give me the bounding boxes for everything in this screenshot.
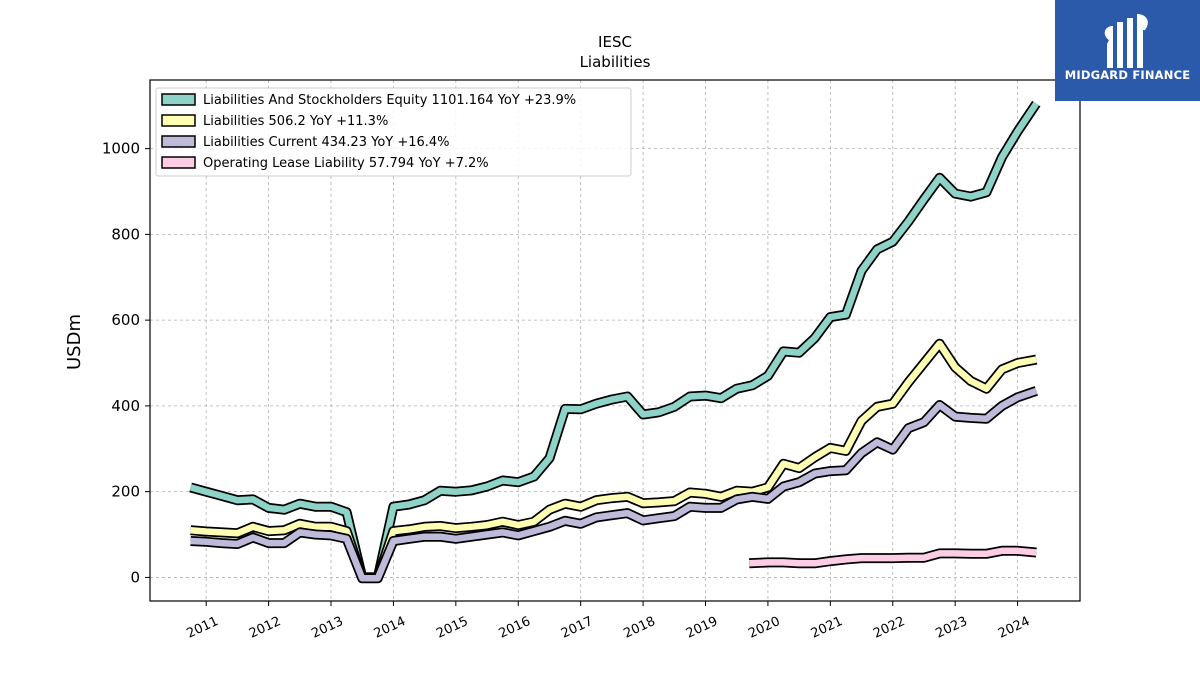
x-tick-label: 2012 xyxy=(247,614,283,642)
legend-box xyxy=(155,87,632,177)
x-tick-label: 2017 xyxy=(559,614,595,642)
logo-mark-icon xyxy=(1104,14,1148,68)
x-tick-label: 2021 xyxy=(809,614,845,642)
logo-text: MIDGARD FINANCE xyxy=(1064,68,1191,82)
legend: Liabilities And Stockholders Equity 1101… xyxy=(155,87,632,177)
series-line-outline xyxy=(190,386,1038,584)
series-line xyxy=(749,547,1037,567)
legend-swatch xyxy=(161,93,196,106)
x-tick-label: 2019 xyxy=(684,614,720,642)
chart-title: IESC xyxy=(598,33,632,51)
series-layer xyxy=(189,100,1041,584)
y-tick-label: 400 xyxy=(111,397,140,415)
legend-swatch xyxy=(161,156,196,169)
legend-item: Operating Lease Liability 57.794 YoY +7.… xyxy=(161,156,489,171)
x-tick-label: 2013 xyxy=(309,614,345,642)
x-tick-label: 2011 xyxy=(185,614,221,642)
y-tick-label: 1000 xyxy=(102,140,140,158)
legend-label: Liabilities Current 434.23 YoY +16.4% xyxy=(203,135,450,150)
x-tick-label: 2014 xyxy=(372,614,408,642)
chart-subtitle: Liabilities xyxy=(580,53,651,71)
legend-item: Liabilities Current 434.23 YoY +16.4% xyxy=(161,135,450,150)
brand-logo: MIDGARD FINANCE xyxy=(1055,0,1200,101)
x-tick-label: 2023 xyxy=(934,614,970,642)
x-tick-label: 2020 xyxy=(746,614,782,642)
series-line xyxy=(190,387,1038,582)
x-tick-label: 2024 xyxy=(996,614,1032,642)
x-tick-label: 2022 xyxy=(871,614,907,642)
legend-label: Liabilities And Stockholders Equity 1101… xyxy=(203,93,576,108)
legend-item: Liabilities And Stockholders Equity 1101… xyxy=(161,93,576,108)
x-tick-label: 2015 xyxy=(434,614,470,642)
y-tick-label: 0 xyxy=(130,568,140,586)
plot-frame xyxy=(149,79,1081,602)
series-line xyxy=(190,340,1037,581)
legend-swatch xyxy=(161,114,196,127)
y-tick-label: 200 xyxy=(111,483,140,501)
legend-label: Liabilities 506.2 YoY +11.3% xyxy=(203,114,388,129)
series-line xyxy=(189,101,1039,581)
y-tick-label: 600 xyxy=(111,311,140,329)
legend-item: Liabilities 506.2 YoY +11.3% xyxy=(161,114,388,129)
legend-label: Operating Lease Liability 57.794 YoY +7.… xyxy=(203,156,489,171)
y-tick-label: 800 xyxy=(111,225,140,243)
legend-swatch xyxy=(161,135,196,148)
x-tick-label: 2018 xyxy=(621,614,657,642)
x-tick-label: 2016 xyxy=(497,614,533,642)
y-axis-label: USDm xyxy=(64,314,85,370)
